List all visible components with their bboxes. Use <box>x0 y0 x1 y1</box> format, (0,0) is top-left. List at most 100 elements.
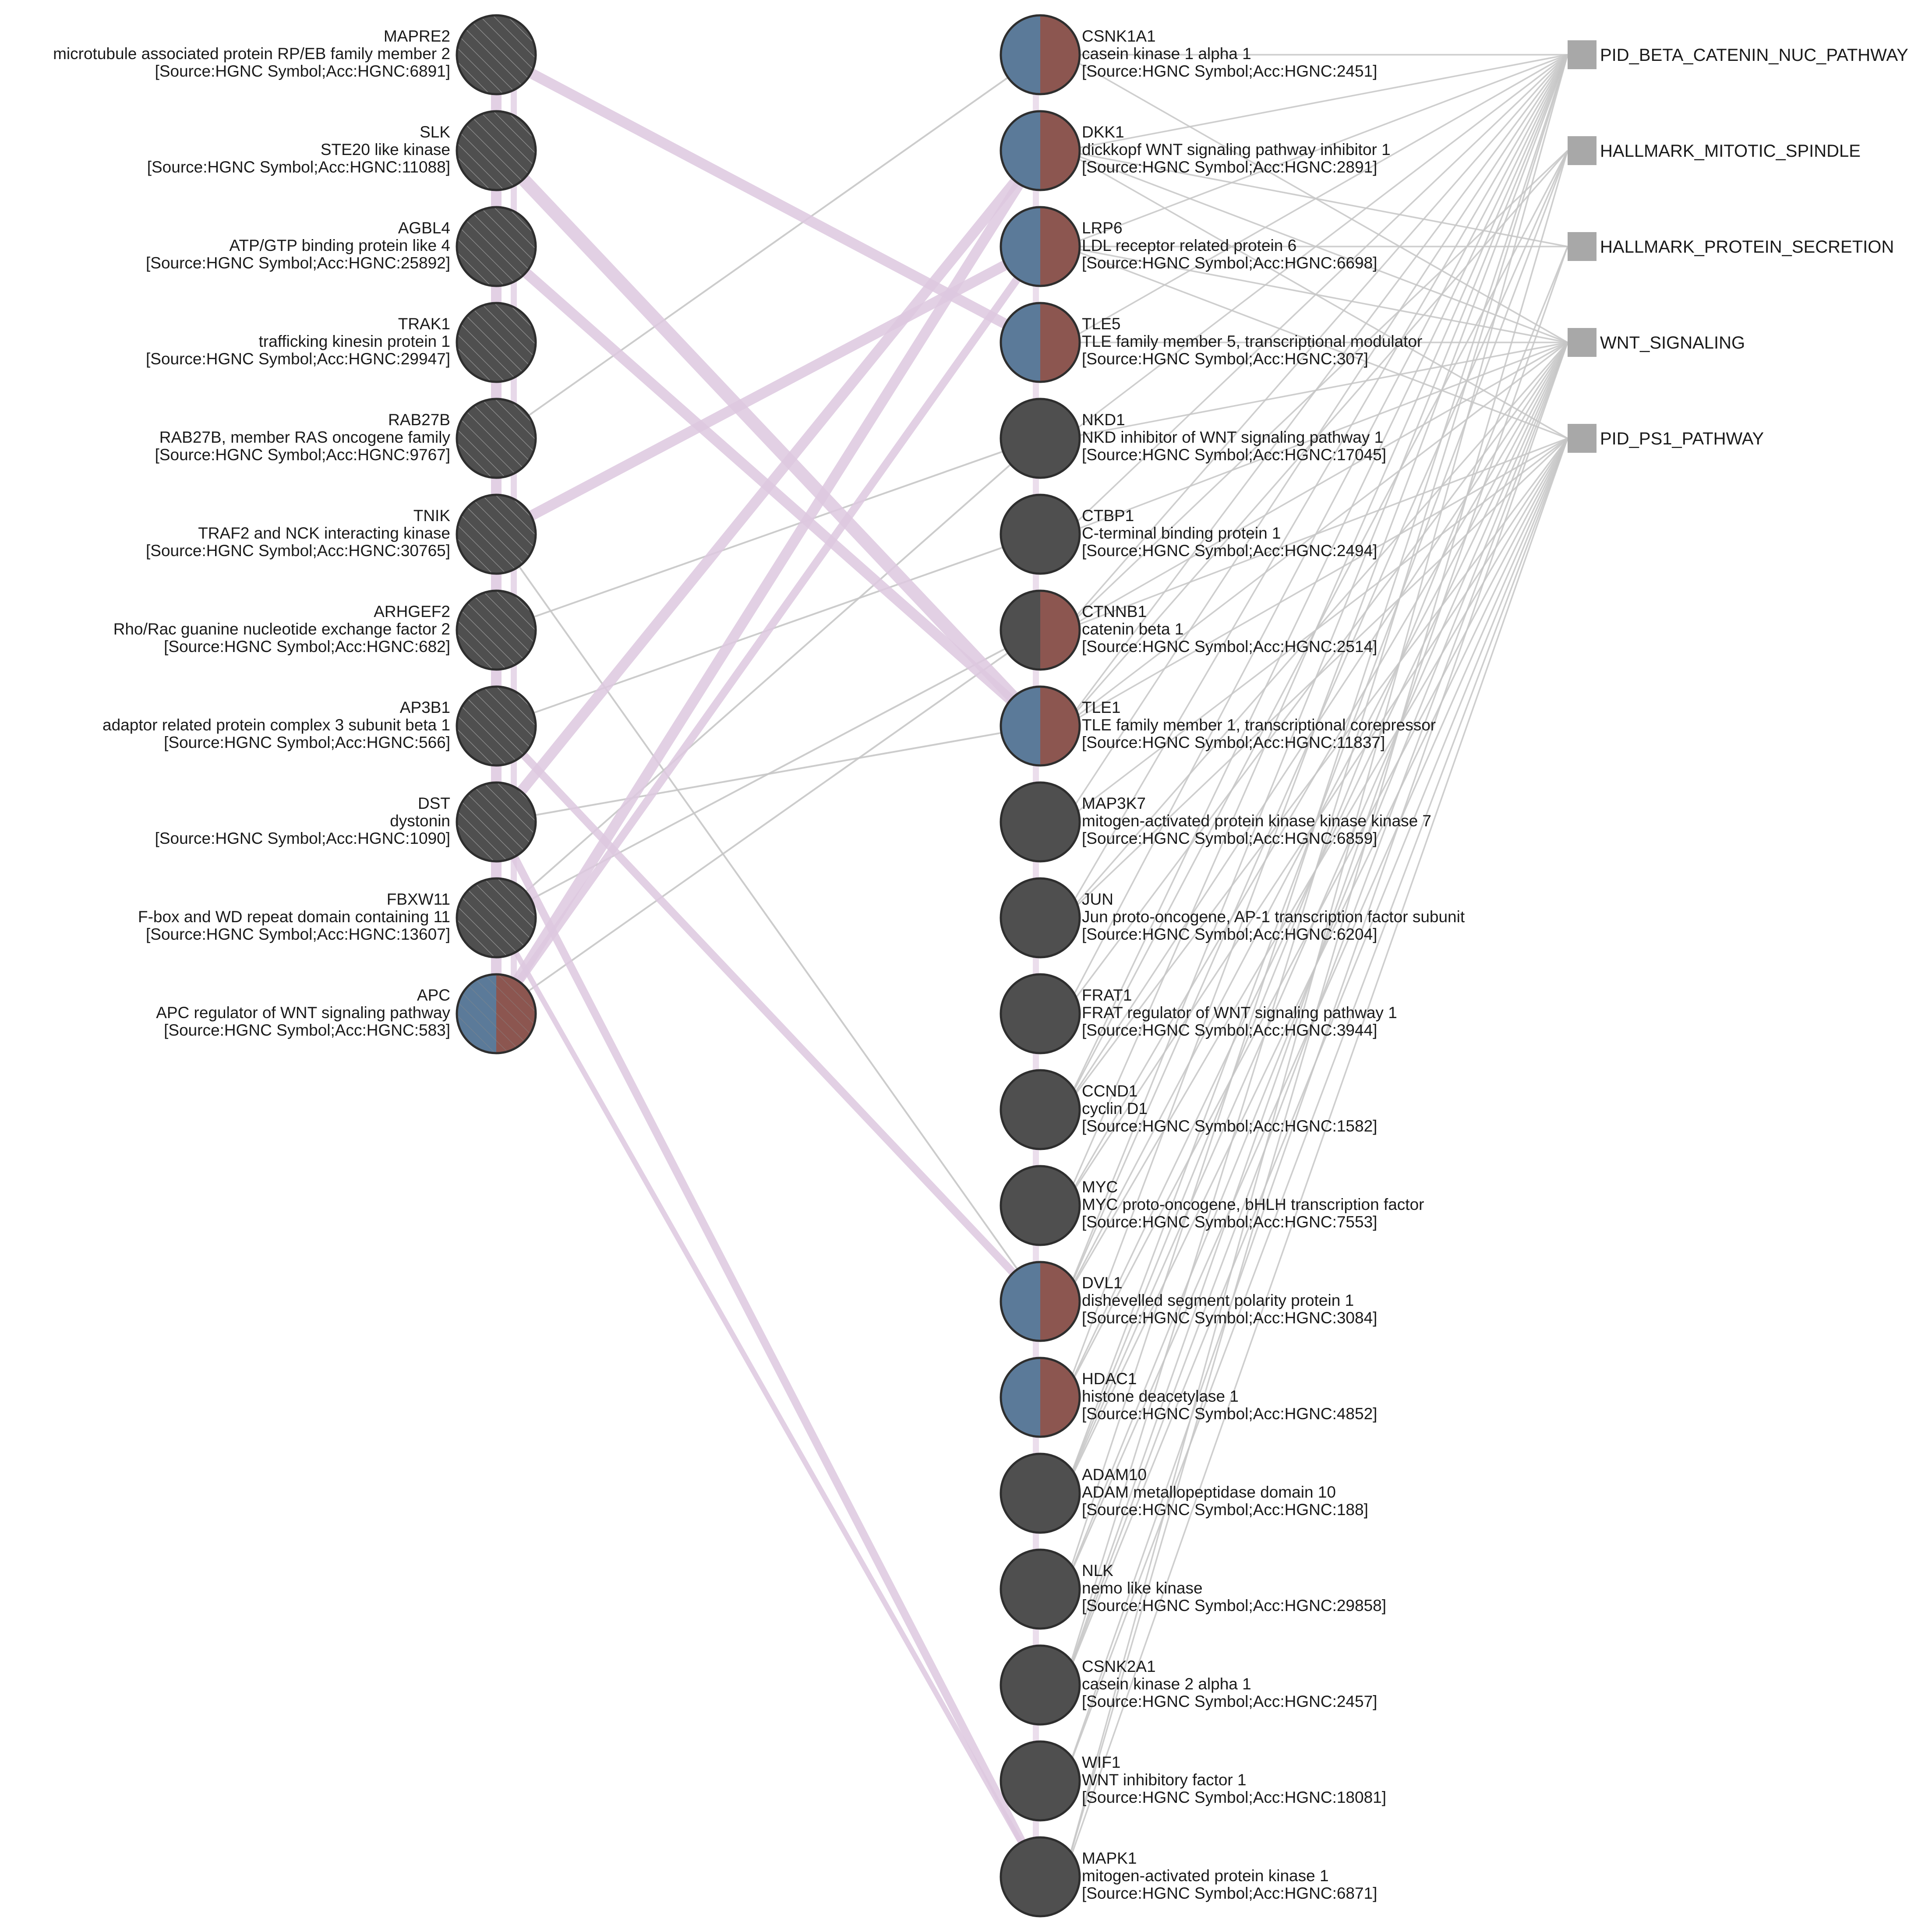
node-outline <box>456 398 537 479</box>
term-node-wnt-signaling[interactable]: WNT_SIGNALING <box>1568 328 1745 357</box>
term-node-pid-beta-catenin-nuc-pathway[interactable]: PID_BETA_CATENIN_NUC_PATHWAY <box>1568 40 1908 69</box>
gene-name-label: microtubule associated protein RP/EB fam… <box>53 45 450 63</box>
term-edge-lrp6-pid-ps1-pathway <box>1063 246 1568 439</box>
gene-source-label: [Source:HGNC Symbol;Acc:HGNC:30765] <box>146 542 450 560</box>
gene-source-label: [Source:HGNC Symbol;Acc:HGNC:1582] <box>1082 1117 1377 1135</box>
node-hatch <box>457 111 536 190</box>
gene-source-label: [Source:HGNC Symbol;Acc:HGNC:682] <box>164 638 450 656</box>
node-outline <box>1000 206 1081 287</box>
term-edge-ctnnb1-pid-ps1-pathway <box>1063 437 1568 631</box>
node-hatch <box>457 399 536 478</box>
term-edge-myc-pid-ps1-pathway <box>1063 438 1568 1206</box>
gene-name-label: mitogen-activated protein kinase 1 <box>1082 1867 1329 1885</box>
link-edge-tnik-dvl1 <box>495 533 1041 1302</box>
gene-source-label: [Source:HGNC Symbol;Acc:HGNC:7553] <box>1082 1213 1377 1231</box>
node-hatch <box>457 878 536 957</box>
node-circle <box>1001 495 1080 574</box>
gene-symbol-label: CCND1 <box>1082 1082 1137 1100</box>
gene-source-label: [Source:HGNC Symbol;Acc:HGNC:1090] <box>155 829 450 847</box>
term-edge-jun-pid-ps1-pathway <box>1063 437 1568 919</box>
node-left-half <box>1001 111 1040 190</box>
gene-name-label: APC regulator of WNT signaling pathway <box>156 1004 450 1022</box>
gene-symbol-label: ARHGEF2 <box>374 603 450 620</box>
term-node-hallmark-mitotic-spindle[interactable]: HALLMARK_MITOTIC_SPINDLE <box>1568 136 1861 165</box>
gene-symbol-label: HDAC1 <box>1082 1370 1137 1388</box>
gene-source-label: [Source:HGNC Symbol;Acc:HGNC:188] <box>1082 1501 1368 1519</box>
gene-symbol-label: MAPK1 <box>1082 1849 1137 1867</box>
term-node-hallmark-protein-secretion[interactable]: HALLMARK_PROTEIN_SECRETION <box>1568 232 1894 261</box>
node-circle <box>1001 878 1080 957</box>
term-label: HALLMARK_PROTEIN_SECRETION <box>1600 237 1894 257</box>
node-outline <box>1000 1548 1081 1630</box>
node-circle <box>1001 1742 1080 1820</box>
node-right-half <box>1040 1358 1080 1437</box>
gene-name-label: WNT inhibitory factor 1 <box>1082 1771 1247 1789</box>
gene-source-label: [Source:HGNC Symbol;Acc:HGNC:307] <box>1082 350 1368 368</box>
node-outline <box>1000 1836 1081 1918</box>
node-outline <box>456 781 537 863</box>
node-outline <box>1000 1261 1081 1342</box>
gene-name-label: casein kinase 2 alpha 1 <box>1082 1675 1251 1693</box>
gene-name-label: histone deacetylase 1 <box>1082 1387 1239 1405</box>
node-hatch <box>457 974 536 1053</box>
node-left-half <box>1001 15 1040 94</box>
term-edge-nlk-pid-ps1-pathway <box>1063 438 1568 1590</box>
node-outline <box>456 302 537 383</box>
gene-symbol-label: DVL1 <box>1082 1274 1123 1292</box>
node-right-half <box>1040 111 1080 190</box>
gene-source-label: [Source:HGNC Symbol;Acc:HGNC:6698] <box>1082 254 1377 272</box>
term-edge-wif1-pid-ps1-pathway <box>1063 438 1568 1781</box>
gene-source-label: [Source:HGNC Symbol;Acc:HGNC:2457] <box>1082 1692 1377 1710</box>
gene-source-label: [Source:HGNC Symbol;Acc:HGNC:2494] <box>1082 542 1377 560</box>
gene-source-label: [Source:HGNC Symbol;Acc:HGNC:566] <box>164 733 450 751</box>
gene-symbol-label: TLE5 <box>1082 315 1120 333</box>
node-left-half <box>1001 591 1040 670</box>
node-right-half <box>1040 303 1080 382</box>
node-circle <box>1001 399 1080 478</box>
gene-source-label: [Source:HGNC Symbol;Acc:HGNC:18081] <box>1082 1788 1386 1806</box>
node-outline <box>456 494 537 575</box>
link-edge-fbxw11-nkd1 <box>495 437 1041 919</box>
gene-name-label: STE20 like kinase <box>321 141 450 159</box>
node-left-half <box>1001 687 1040 765</box>
node-outline <box>456 973 537 1054</box>
node-outline <box>456 877 537 959</box>
gene-symbol-label: JUN <box>1082 890 1113 908</box>
gene-symbol-label: FBXW11 <box>387 890 450 908</box>
term-node-pid-ps1-pathway[interactable]: PID_PS1_PATHWAY <box>1568 424 1764 453</box>
gene-name-label: Rho/Rac guanine nucleotide exchange fact… <box>113 620 450 638</box>
gene-symbol-label: CSNK2A1 <box>1082 1657 1156 1675</box>
